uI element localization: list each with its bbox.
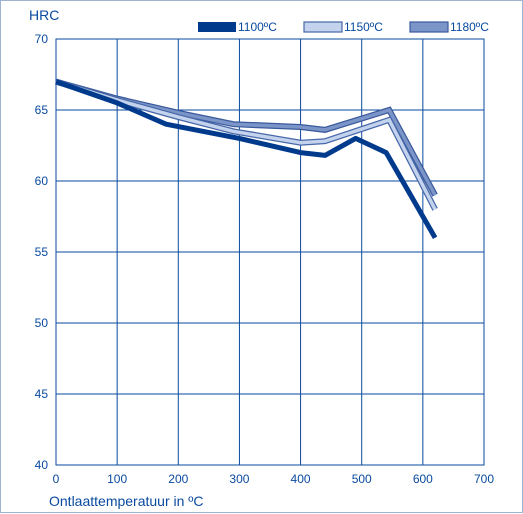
x-tick-label: 500	[352, 472, 372, 486]
plot-border	[55, 38, 485, 466]
legend-item-2: 1150ºC	[303, 20, 383, 34]
legend-label: 1180ºC	[450, 20, 489, 34]
series-line-1150	[55, 79, 437, 211]
x-tick-label: 100	[107, 472, 127, 486]
legend-swatch	[198, 22, 236, 32]
x-tick-label: 300	[229, 472, 249, 486]
series-2	[55, 78, 438, 211]
axes	[55, 38, 485, 466]
legend: 1100ºC 1150ºC 1180ºC	[198, 20, 489, 34]
series-line-1100	[55, 79, 438, 240]
x-tick-label: 200	[168, 472, 188, 486]
y-tick-label: 60	[35, 174, 49, 188]
legend-item-3: 1180ºC	[409, 20, 489, 34]
x-tick-label: 600	[413, 472, 433, 486]
legend-item-1: 1100ºC	[198, 20, 277, 34]
y-tick-label: 40	[35, 458, 49, 472]
y-tick-label: 45	[35, 387, 49, 401]
x-tick-label: 0	[53, 472, 60, 486]
y-axis-title: HRC	[29, 7, 59, 23]
y-tick-label: 55	[35, 245, 49, 259]
legend-swatch	[409, 21, 449, 33]
y-tick-label: 70	[35, 32, 49, 46]
y-tick-label: 65	[35, 103, 49, 117]
legend-label: 1150ºC	[344, 20, 383, 34]
x-tick-label: 400	[291, 472, 311, 486]
x-tick-label: 700	[474, 472, 494, 486]
series-1	[55, 79, 438, 240]
y-tick-label: 50	[35, 316, 49, 330]
legend-swatch	[303, 21, 343, 33]
x-axis-title: Ontlaattemperatuur in ºC	[49, 493, 204, 509]
series	[55, 78, 438, 240]
tick-labels: 0 100 200 300 400 500 600 700 40 45 50 55 60 65 70	[35, 32, 495, 486]
legend-label: 1100ºC	[238, 20, 277, 34]
